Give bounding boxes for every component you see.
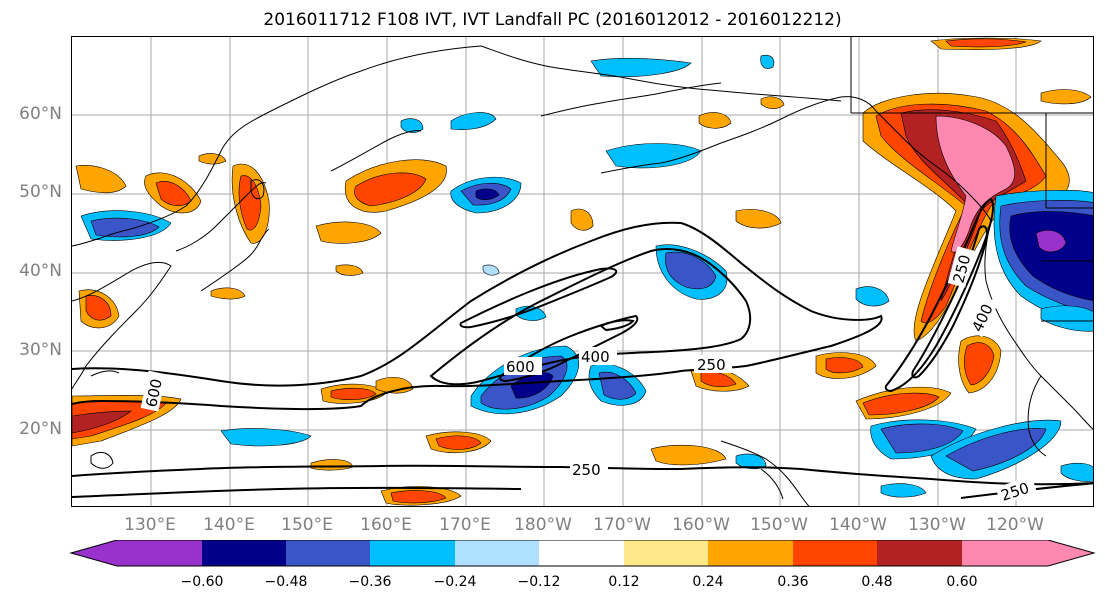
colorbar-segment-9 [793,540,877,566]
lon-label-130w: 130°W [908,515,966,535]
lat-label-20n: 20°N [19,419,62,439]
contour-250-nw-plume [884,197,994,393]
colorbar-segment-6 [539,540,624,566]
lon-label-180w: 180°W [514,515,572,535]
contour-label-250-central: 250 [697,356,726,374]
lon-label-160w: 160°W [672,515,730,535]
lon-label-160e: 160°E [360,515,412,535]
colorbar-segment-7 [624,540,708,566]
colorbar-tick-3: −0.36 [348,574,392,590]
lon-label-170e: 170°E [439,515,491,535]
colorbar-tick-6: 0.12 [608,574,640,590]
contour-label-400: 400 [581,348,610,366]
colorbar-tick-7: 0.24 [692,574,724,590]
lon-label-150w: 150°W [750,515,808,535]
contour-label-600-west: 600 [142,377,166,409]
colorbar-tick-2: −0.48 [264,574,308,590]
contour-250-main [72,221,883,411]
colorbar [69,540,1096,567]
colorbar-tick-8: 0.36 [777,574,809,590]
contour-600-core [499,314,639,383]
colorbar-tick-5: −0.12 [517,574,561,590]
map-title: 2016011712 F108 IVT, IVT Landfall PC (20… [263,10,842,30]
colorbar-tick-1: −0.60 [180,574,224,590]
lat-label-60n: 60°N [19,104,62,124]
map-panel[interactable]: 600 400 250 250 250 250 400 600 [71,36,1094,507]
lon-label-130e: 130°E [124,515,176,535]
positive-anomaly-regions [72,37,1092,506]
lon-label-140w: 140°W [829,515,887,535]
pacific-nw-pink-core [935,115,1015,253]
lon-label-150e: 150°E [281,515,333,535]
colorbar-tick-4: −0.24 [433,574,477,590]
colorbar-segment-2 [202,540,286,566]
colorbar-segment-8 [708,540,793,566]
lat-label-30n: 30°N [19,340,62,360]
lon-label-140e: 140°E [203,515,255,535]
colorbar-segment-10 [877,540,962,566]
colorbar-segment-4 [370,540,455,566]
contour-label-250-south: 250 [572,461,601,479]
lat-label-50n: 50°N [19,182,62,202]
contour-labels: 600 400 250 250 250 250 400 600 [140,246,1038,505]
colorbar-tick-10: 0.60 [946,574,978,590]
lat-label-40n: 40°N [19,261,62,281]
coastlines [72,37,1093,506]
colorbar-segment-1 [71,540,202,566]
colorbar-segment-5 [455,540,539,566]
colorbar-segment-3 [286,540,370,566]
map-canvas: 600 400 250 250 250 250 400 600 [72,37,1093,506]
contour-label-600: 600 [506,358,535,376]
lon-label-170w: 170°W [593,515,651,535]
colorbar-segment-11 [962,540,1094,566]
colorbar-tick-9: 0.48 [861,574,893,590]
lon-label-120w: 120°W [986,515,1044,535]
contour-250-bottom [72,486,522,498]
contour-400-plume [911,225,988,379]
